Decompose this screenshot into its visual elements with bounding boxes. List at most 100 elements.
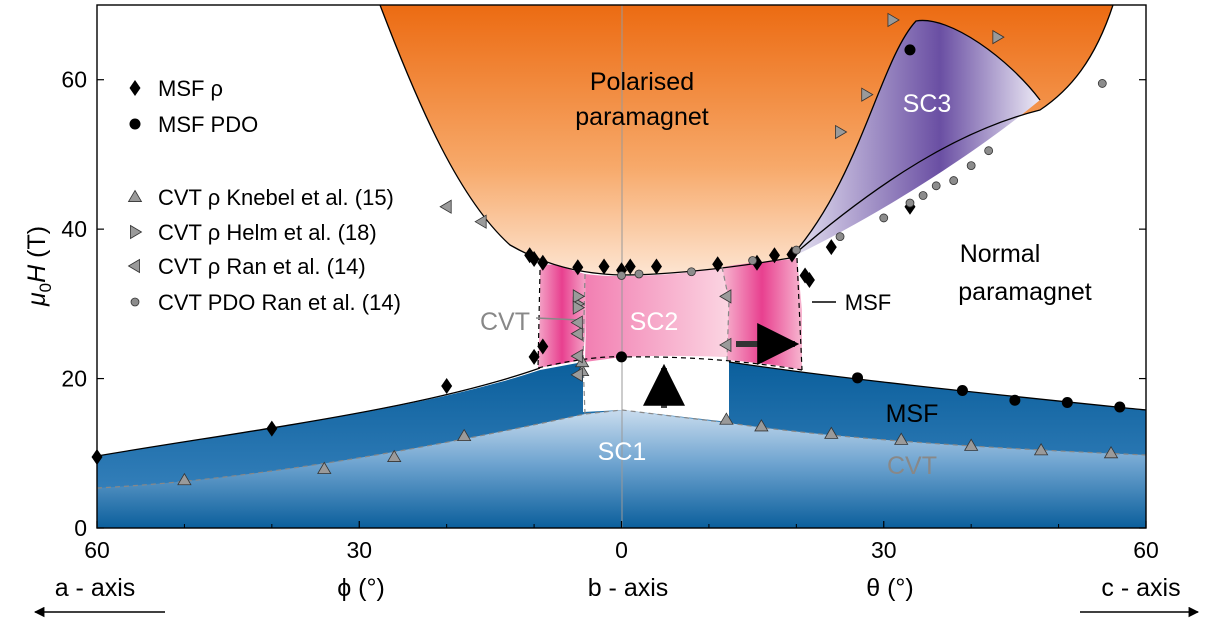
x-tick-label: 0: [615, 537, 628, 563]
legend-marker-tri-right: [130, 224, 143, 240]
data-point-tri-up: [894, 432, 909, 445]
data-point-tri-up: [177, 472, 192, 486]
data-point-diamond: [528, 348, 540, 365]
data-point-circle-gray: [949, 176, 959, 185]
phi-axis-label: ϕ (°): [337, 574, 385, 602]
data-point-tri-right: [992, 29, 1005, 45]
paramagnet-label-1: paramagnet: [575, 103, 708, 131]
y-tick-label: 60: [61, 67, 87, 93]
legend-label: CVT ρ Helm et al. (18): [158, 220, 377, 245]
data-point-tri-left: [570, 348, 583, 364]
data-point-circle-gray: [634, 269, 644, 279]
sc2-right-band: [722, 258, 802, 370]
legend-item: CVT ρ Helm et al. (18): [130, 220, 377, 245]
data-point-circle-gray: [1097, 79, 1107, 88]
legend-label: MSF ρ: [158, 76, 223, 101]
data-point-tri-up: [963, 438, 979, 451]
data-point-tri-up: [317, 461, 332, 474]
data-point-tri-up: [719, 412, 734, 425]
c-axis-label: c - axis: [1101, 574, 1180, 602]
b-axis-label: b - axis: [588, 574, 669, 602]
data-point-circle: [852, 372, 864, 384]
series-circle-gray: [617, 79, 1107, 280]
data-point-circle-gray: [966, 161, 976, 171]
polarised-label: Polarised: [590, 68, 694, 96]
data-point-circle-gray: [687, 267, 696, 277]
data-point-diamond: [266, 420, 278, 437]
data-point-tri-right: [835, 124, 848, 140]
legend-item: CVT ρ Ran et al. (14): [127, 254, 366, 279]
sc2-dashed-left: [537, 269, 541, 369]
normal-label: Normal: [960, 240, 1041, 268]
y-tick-label: 0: [74, 515, 87, 541]
legend-marker-diamond: [129, 80, 141, 96]
data-point-tri-right: [572, 289, 586, 304]
x-tick-label: 30: [871, 537, 897, 563]
cvt-right-label: CVT: [887, 452, 937, 480]
data-point-diamond: [441, 378, 453, 395]
cvt-left-label: CVT: [480, 308, 530, 336]
legend-marker-circle: [129, 118, 141, 130]
axis-titles: μ0H (T) ϕ (°) b - axis θ (°) a - axis c …: [23, 226, 1200, 618]
pp-boundary: [379, 4, 1114, 276]
x-tick-label: 30: [346, 537, 372, 563]
regions: [97, 5, 1146, 528]
data-point-circle: [616, 351, 627, 363]
data-point-circle-gray: [791, 245, 801, 255]
data-point-circle-gray: [905, 198, 915, 208]
data-point-tri-up: [1033, 443, 1049, 456]
data-point-circle-gray: [931, 181, 941, 191]
msf-boundary-right: [728, 361, 1147, 411]
data-point-tri-up: [754, 419, 769, 432]
legend-label: CVT ρ Ran et al. (14): [158, 254, 366, 279]
legend-item: CVT ρ Knebel et al. (15): [127, 185, 394, 210]
msf-pointer-label: MSF: [845, 290, 891, 315]
axis-ticks: 0 20 40 60 60 30 0 30 60: [61, 67, 1158, 563]
data-point-tri-left: [570, 315, 583, 330]
msf-right-label: MSF: [886, 400, 939, 428]
legend: MSF ρ MSF PDO CVT ρ Knebel et al. (15) CVT …: [127, 76, 401, 315]
series-tri-left: [439, 199, 732, 383]
data-point-tri-left: [570, 367, 583, 383]
legend-marker-tri-up: [127, 189, 143, 202]
data-point-diamond: [650, 258, 662, 275]
legend-marker-tri-left: [127, 258, 140, 274]
legend-label: MSF PDO: [158, 112, 258, 137]
data-point-circle-gray: [617, 271, 626, 280]
data-point-diamond: [598, 258, 610, 275]
data-point-diamond: [537, 338, 549, 355]
sc3-boundary: [789, 19, 1041, 259]
data-point-tri-up: [824, 426, 839, 439]
data-point-tri-up: [1103, 445, 1119, 459]
a-axis-label: a - axis: [55, 574, 136, 602]
data-point-tri-left: [719, 337, 732, 353]
data-point-circle: [1061, 396, 1073, 408]
y-axis-label: μ0H (T): [23, 226, 55, 307]
sc3-region: [790, 20, 1040, 258]
data-point-circle: [904, 44, 916, 56]
data-point-tri-up: [456, 428, 472, 442]
data-point-tri-right: [572, 300, 586, 315]
phase-boundaries: [96, 4, 1147, 528]
data-point-circle: [1114, 401, 1126, 413]
msf-boundary-upper: [96, 367, 541, 457]
data-point-circle-gray: [748, 256, 758, 265]
cvt-pointer-line: [535, 317, 581, 321]
data-points: [91, 12, 1126, 486]
paramagnet-label-2: paramagnet: [958, 278, 1091, 306]
legend-item: MSF PDO: [129, 112, 258, 137]
region-labels: Polarised paramagnet Normal paramagnet S…: [480, 68, 1092, 480]
data-point-diamond: [537, 254, 549, 271]
sc3-label: SC3: [903, 90, 952, 118]
data-point-tri-up: [387, 449, 402, 462]
data-point-tri-left: [570, 326, 583, 341]
legend-item: CVT PDO Ran et al. (14): [130, 290, 401, 315]
theta-axis-label: θ (°): [866, 574, 914, 602]
data-point-tri-left: [439, 199, 452, 214]
data-point-tri-left: [719, 289, 732, 304]
sc1-label: SC1: [598, 438, 647, 466]
data-point-tri-left: [474, 214, 487, 229]
sc2-dashed-cvt-left: [582, 273, 586, 415]
